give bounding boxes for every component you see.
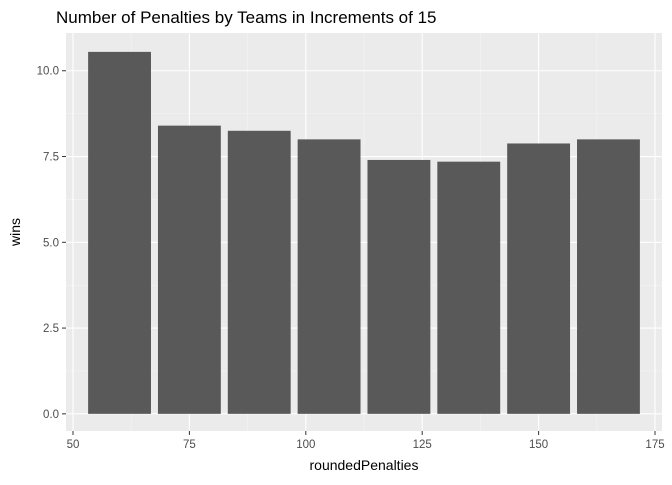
bar bbox=[577, 139, 640, 414]
x-axis: 50 75 100 125 150 175 bbox=[67, 431, 665, 451]
y-axis-label: wins bbox=[7, 218, 23, 247]
y-axis: 0.0 2.5 5.0 7.5 10.0 bbox=[37, 66, 66, 421]
bar bbox=[507, 143, 571, 414]
x-tick-label: 125 bbox=[413, 439, 432, 451]
bar bbox=[227, 130, 291, 414]
y-tick-label: 5.0 bbox=[43, 237, 59, 249]
bar bbox=[88, 51, 151, 414]
bar bbox=[367, 159, 431, 414]
x-tick-label: 150 bbox=[529, 439, 548, 451]
bars-group bbox=[88, 51, 640, 414]
bar bbox=[157, 125, 221, 414]
chart-title: Number of Penalties by Teams in Incremen… bbox=[56, 8, 436, 27]
bar bbox=[297, 139, 361, 414]
y-tick-label: 7.5 bbox=[43, 152, 59, 164]
bar bbox=[437, 161, 501, 414]
x-tick-label: 75 bbox=[183, 439, 196, 451]
x-tick-label: 175 bbox=[645, 439, 664, 451]
x-tick-label: 100 bbox=[296, 439, 315, 451]
y-tick-label: 0.0 bbox=[43, 409, 59, 421]
y-tick-label: 2.5 bbox=[43, 323, 59, 335]
x-axis-label: roundedPenalties bbox=[310, 457, 419, 473]
x-tick-label: 50 bbox=[67, 439, 80, 451]
y-tick-label: 10.0 bbox=[37, 66, 59, 78]
